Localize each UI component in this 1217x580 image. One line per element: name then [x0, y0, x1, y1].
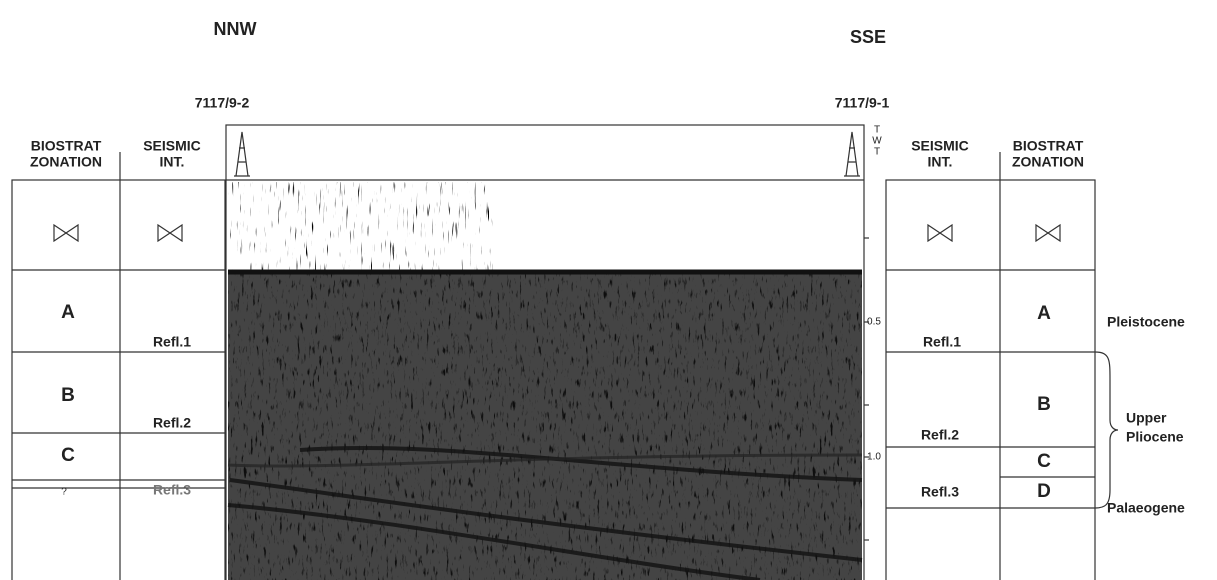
axis-tick: 0.5 — [867, 317, 881, 328]
symbol — [1036, 225, 1060, 241]
header: BIOSTRAT — [31, 138, 102, 154]
header: ZONATION — [30, 154, 102, 170]
derrick — [844, 132, 860, 176]
axis-label: W — [872, 136, 882, 147]
seismic-texture — [228, 270, 862, 580]
axis-label: T — [874, 147, 880, 158]
symbol — [928, 225, 952, 241]
zone: B — [61, 385, 75, 406]
reflector: Refl.1 — [153, 334, 191, 350]
reflector: Refl.2 — [921, 427, 959, 443]
reflector: Refl.3 — [153, 482, 191, 498]
axis-tick: 1.0 — [867, 452, 881, 463]
reflector: Refl.1 — [923, 334, 961, 350]
epoch: Palaeogene — [1107, 500, 1185, 516]
header: ZONATION — [1012, 154, 1084, 170]
left-table — [12, 180, 225, 580]
well-left: 7117/9-2 — [195, 95, 250, 111]
header: INT. — [928, 154, 953, 170]
zone: C — [61, 445, 75, 466]
zone: C — [1037, 451, 1051, 472]
well-right: 7117/9-1 — [835, 95, 890, 111]
symbol — [158, 225, 182, 241]
epoch: Pliocene — [1126, 429, 1184, 445]
derrick — [234, 132, 250, 176]
header: BIOSTRAT — [1013, 138, 1084, 154]
header: SEISMIC — [143, 138, 201, 154]
direction-left: NNW — [214, 19, 257, 39]
reflector: Refl.2 — [153, 415, 191, 431]
zone: D — [1037, 481, 1051, 502]
seismic-noise — [228, 182, 493, 270]
zone: B — [1037, 394, 1051, 415]
zone: A — [61, 302, 75, 323]
header: SEISMIC — [911, 138, 969, 154]
header: INT. — [160, 154, 185, 170]
axis-label: T — [874, 125, 880, 136]
figure: NNW SSE 7117/9-2 7117/9-1 BIOSTRAT ZONAT… — [0, 0, 1217, 580]
zone: ? — [61, 487, 67, 498]
reflector: Refl.3 — [921, 484, 959, 500]
symbol — [54, 225, 78, 241]
epoch: Upper — [1126, 410, 1167, 426]
zone: A — [1037, 303, 1051, 324]
epoch: Pleistocene — [1107, 314, 1185, 330]
right-table — [886, 180, 1095, 580]
brace — [1095, 352, 1118, 508]
direction-right: SSE — [850, 27, 886, 47]
